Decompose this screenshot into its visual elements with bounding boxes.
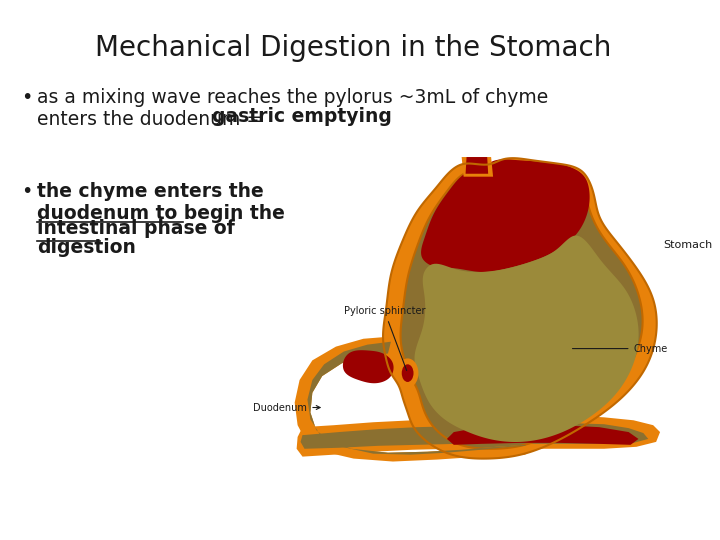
Polygon shape [400, 165, 643, 449]
Text: digestion: digestion [37, 238, 136, 256]
Polygon shape [343, 350, 394, 383]
Polygon shape [383, 158, 657, 458]
Text: as a mixing wave reaches the pylorus ~3mL of chyme
enters the duodenum =: as a mixing wave reaches the pylorus ~3m… [37, 88, 549, 129]
Polygon shape [462, 157, 493, 177]
Text: intestinal phase of: intestinal phase of [37, 219, 235, 238]
Text: Stomach: Stomach [663, 240, 712, 251]
Ellipse shape [402, 364, 413, 382]
Text: gastric emptying: gastric emptying [212, 107, 392, 126]
Polygon shape [307, 342, 526, 455]
Text: Mechanical Digestion in the Stomach: Mechanical Digestion in the Stomach [96, 34, 612, 62]
Polygon shape [294, 337, 526, 462]
Polygon shape [300, 423, 648, 449]
Text: Chyme: Chyme [572, 343, 667, 354]
Polygon shape [415, 235, 639, 442]
Text: the chyme enters the
duodenum to begin the: the chyme enters the duodenum to begin t… [37, 181, 285, 222]
Polygon shape [447, 425, 639, 445]
Polygon shape [297, 415, 660, 457]
Text: Pyloric sphincter: Pyloric sphincter [343, 306, 426, 370]
Text: •: • [22, 181, 33, 200]
Text: Duodenum: Duodenum [253, 402, 320, 413]
Polygon shape [421, 159, 590, 272]
Polygon shape [466, 157, 488, 174]
Ellipse shape [397, 359, 418, 388]
Text: •: • [22, 88, 33, 107]
